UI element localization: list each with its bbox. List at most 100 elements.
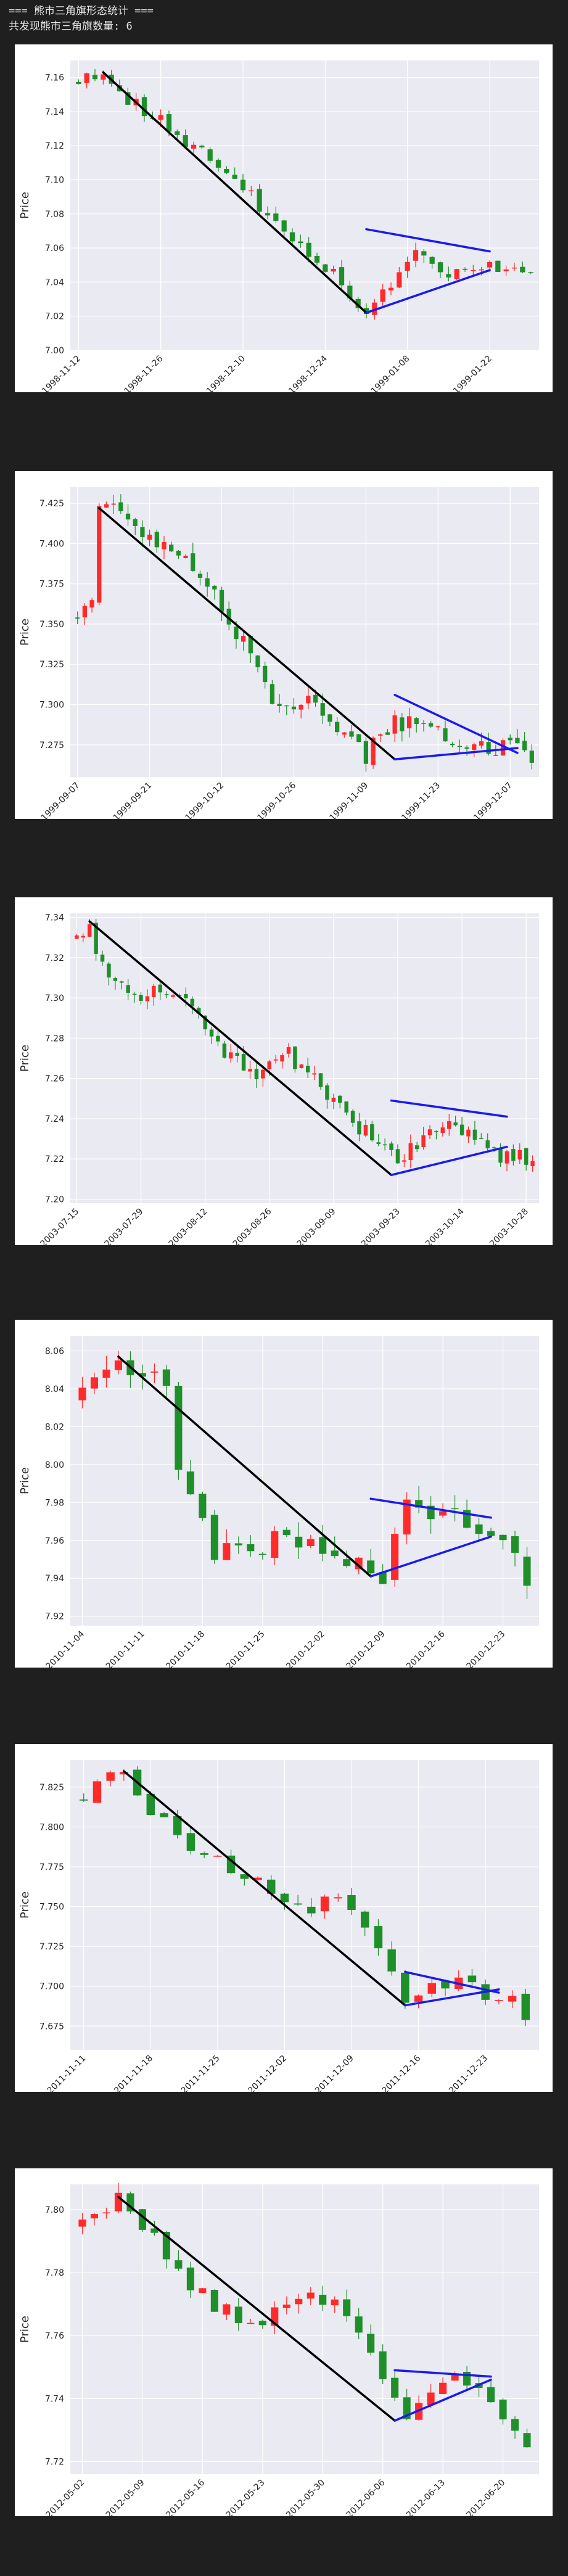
candle-body bbox=[524, 1148, 529, 1165]
candle-body bbox=[249, 190, 254, 192]
candle-body bbox=[263, 665, 268, 683]
x-tick-label: 2010-12-09 bbox=[345, 1629, 387, 1668]
pattern-count: 共发现熊市三角旗数量: 6 bbox=[9, 20, 133, 33]
candle-body bbox=[343, 2299, 351, 2316]
candle-body bbox=[355, 2316, 363, 2333]
candle bbox=[125, 504, 131, 526]
candle bbox=[97, 503, 102, 606]
candle-body bbox=[212, 585, 217, 590]
candle-body bbox=[382, 1144, 387, 1146]
candle-body bbox=[314, 255, 320, 263]
y-tick-label: 8.04 bbox=[45, 1385, 64, 1394]
candle bbox=[327, 714, 332, 726]
y-tick-label: 7.12 bbox=[45, 141, 64, 151]
candle-body bbox=[248, 1069, 252, 1072]
pennant-upper-line bbox=[393, 2369, 492, 2378]
candle bbox=[498, 1143, 503, 1167]
candle-body bbox=[451, 2374, 459, 2381]
y-tick-label: 7.275 bbox=[39, 741, 64, 751]
candle-body bbox=[241, 636, 246, 642]
candle-body bbox=[479, 269, 484, 271]
y-tick-label: 7.02 bbox=[45, 312, 64, 322]
candle-body bbox=[88, 924, 92, 937]
pennant-lower-line bbox=[369, 1535, 492, 1578]
candle bbox=[406, 707, 412, 738]
candle bbox=[277, 694, 282, 713]
candle-body bbox=[371, 738, 376, 765]
candle-body bbox=[397, 272, 402, 288]
candle bbox=[152, 984, 156, 1006]
pennant-upper-line bbox=[365, 228, 491, 253]
y-tick-label: 7.76 bbox=[45, 2331, 64, 2341]
candle bbox=[263, 661, 268, 689]
x-tick-label: 2010-12-16 bbox=[405, 1629, 447, 1668]
candle bbox=[282, 1527, 290, 1537]
candle-body bbox=[439, 2382, 447, 2394]
candle-body bbox=[388, 287, 394, 291]
x-tick-label: 1999-09-21 bbox=[112, 781, 154, 819]
candle bbox=[403, 1492, 411, 1545]
candle bbox=[253, 1876, 262, 1882]
candle bbox=[266, 1875, 276, 1900]
candle-body bbox=[440, 1127, 445, 1134]
y-tick-label: 7.08 bbox=[45, 210, 64, 220]
candle bbox=[293, 1046, 297, 1073]
candle-body bbox=[441, 1980, 450, 1989]
candle bbox=[454, 268, 459, 281]
candle bbox=[395, 1144, 400, 1164]
candle bbox=[318, 1072, 323, 1090]
candle bbox=[224, 166, 229, 175]
candle-body bbox=[169, 545, 174, 552]
candle bbox=[291, 697, 297, 714]
candle bbox=[255, 655, 260, 673]
candle bbox=[314, 252, 320, 266]
candle-body bbox=[235, 1053, 239, 1056]
candle bbox=[234, 1536, 242, 1554]
candle-body bbox=[406, 716, 412, 729]
candle bbox=[75, 611, 80, 625]
candle-body bbox=[150, 1371, 158, 1373]
candle bbox=[145, 989, 150, 1010]
candle-body bbox=[146, 1793, 155, 1816]
candle-body bbox=[191, 553, 196, 571]
candle-body bbox=[511, 1149, 516, 1161]
candle bbox=[154, 529, 159, 553]
candle-body bbox=[414, 1995, 423, 2002]
x-tick-label: 2003-08-12 bbox=[167, 1207, 210, 1245]
candle-body bbox=[347, 286, 353, 298]
candle-body bbox=[320, 1896, 329, 1912]
candle bbox=[529, 744, 534, 770]
candle bbox=[344, 1101, 348, 1116]
candle-body bbox=[464, 747, 469, 749]
candle bbox=[158, 981, 162, 1000]
y-tick-label: 7.96 bbox=[45, 1536, 64, 1546]
candle-body bbox=[215, 160, 221, 168]
candle-body bbox=[226, 608, 231, 625]
candle bbox=[295, 2294, 303, 2314]
candle bbox=[90, 2213, 99, 2226]
candle-body bbox=[356, 734, 361, 743]
x-tick-label: 2012-06-06 bbox=[345, 2477, 387, 2516]
candle bbox=[367, 2324, 375, 2356]
candle-body bbox=[408, 1143, 413, 1160]
candle bbox=[164, 991, 169, 998]
candle bbox=[307, 1898, 316, 1917]
candle bbox=[273, 1055, 278, 1064]
candle bbox=[451, 2371, 459, 2381]
candle bbox=[520, 261, 525, 273]
candle bbox=[226, 601, 231, 630]
y-tick-label: 8.00 bbox=[45, 1460, 64, 1470]
candle-body bbox=[391, 2377, 399, 2398]
candle bbox=[343, 2289, 351, 2322]
chart-panel-3: 7.20 7.22 7.24 7.26 7.28 7.30 7.32 7.34 2003-07-… bbox=[15, 897, 553, 1245]
candle-body bbox=[295, 1536, 303, 1548]
x-tick-label: 2003-08-26 bbox=[231, 1206, 274, 1245]
candle bbox=[199, 144, 205, 149]
candle-body bbox=[414, 718, 419, 724]
candle-body bbox=[190, 998, 195, 1006]
candle-body bbox=[327, 714, 332, 722]
candle-body bbox=[282, 2304, 290, 2308]
candle bbox=[254, 1060, 259, 1088]
candle bbox=[210, 2289, 218, 2312]
candle bbox=[331, 1536, 339, 1559]
